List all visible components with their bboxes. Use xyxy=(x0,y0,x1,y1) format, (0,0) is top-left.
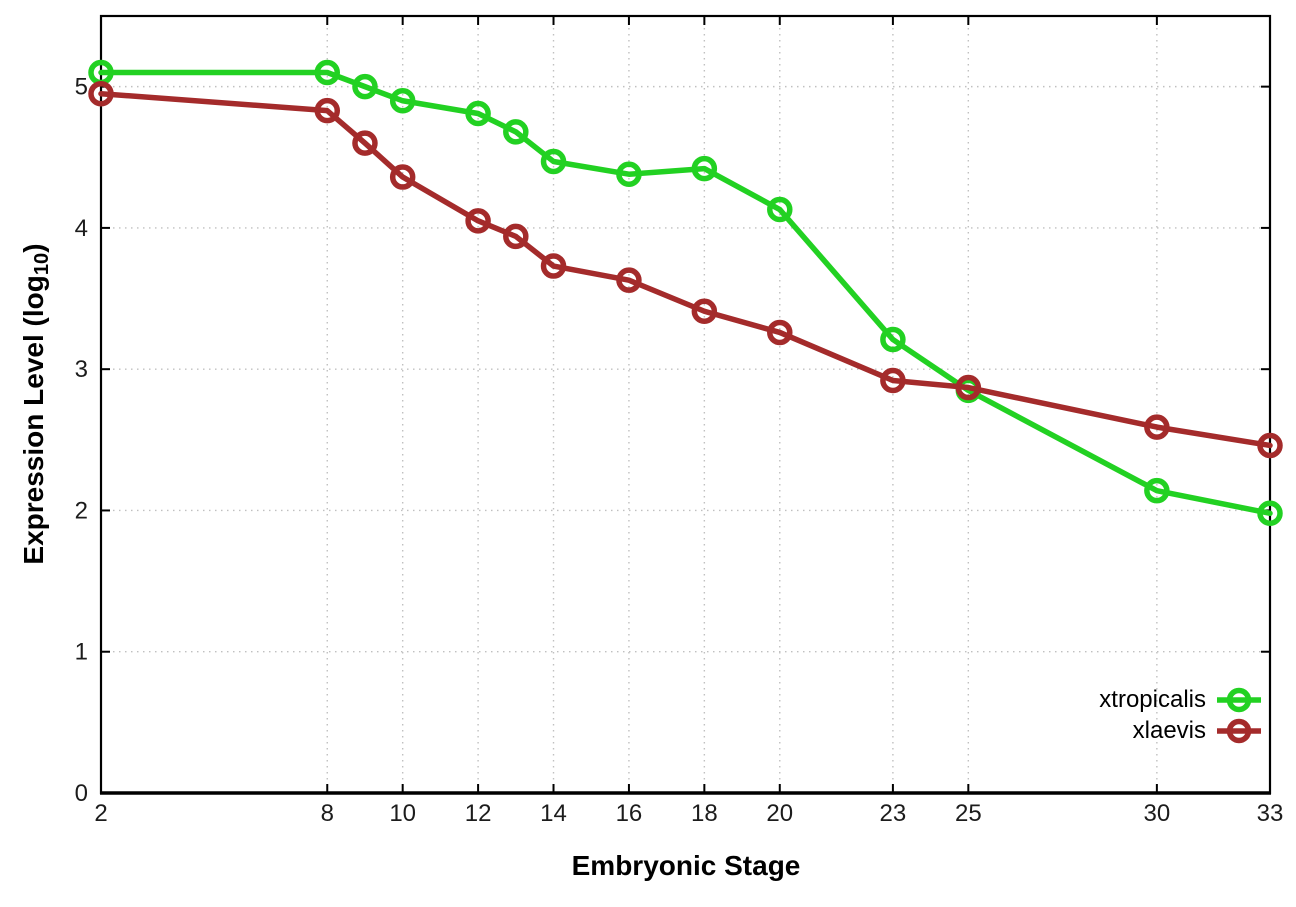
plot-border xyxy=(99,14,1272,795)
data-point-xlaevis xyxy=(314,97,341,124)
x-tick-label: 12 xyxy=(465,800,492,827)
x-tick-label: 33 xyxy=(1257,800,1284,827)
data-point-xlaevis xyxy=(880,367,906,394)
data-point-xlaevis xyxy=(955,374,982,401)
x-tick-label: 23 xyxy=(880,800,907,827)
series-line-xlaevis xyxy=(98,90,1273,449)
y-axis-title-suffix: ) xyxy=(17,243,49,253)
y-axis-title-subscript: 10 xyxy=(31,252,54,276)
data-point-xlaevis xyxy=(1257,432,1283,459)
series-line-xtropicalis xyxy=(98,69,1273,517)
x-tick-label: 8 xyxy=(321,800,334,827)
data-point-xlaevis xyxy=(352,130,378,156)
data-point-xtropicalis xyxy=(691,155,718,182)
data-point-xlaevis xyxy=(540,253,567,279)
data-point-xtropicalis xyxy=(616,161,642,187)
x-tick-label: 16 xyxy=(616,800,643,827)
data-point-xlaevis xyxy=(503,223,529,250)
legend-marker-xlaevis-icon xyxy=(1217,718,1261,743)
x-tick-label: 30 xyxy=(1144,800,1171,827)
data-point-xtropicalis xyxy=(540,148,567,175)
x-axis-title: Embryonic Stage xyxy=(571,850,801,881)
y-axis-title: Expression Level (log10) xyxy=(18,243,54,564)
data-point-xlaevis xyxy=(1144,414,1170,440)
y-tick-label: 2 xyxy=(75,497,88,524)
data-point-xtropicalis xyxy=(767,196,793,223)
x-tick-label: 10 xyxy=(389,800,416,827)
x-tick-label: 14 xyxy=(540,800,567,827)
legend-row-xtropicalis: xtropicalis xyxy=(1099,684,1262,715)
data-point-xlaevis xyxy=(465,208,491,234)
data-point-xlaevis xyxy=(767,319,793,346)
data-point-xtropicalis xyxy=(880,326,906,353)
y-tick-label: 5 xyxy=(75,74,88,101)
y-tick-label: 1 xyxy=(75,639,88,666)
data-point-xlaevis xyxy=(691,298,718,325)
data-point-xtropicalis xyxy=(1257,500,1283,527)
data-point-xlaevis xyxy=(616,267,642,293)
data-point-xtropicalis xyxy=(314,59,341,86)
y-axis-title-prefix: Expression Level (log xyxy=(17,275,49,565)
legend-label-xtropicalis: xtropicalis xyxy=(1099,685,1206,713)
x-tick-label: 25 xyxy=(955,800,982,827)
x-tick-label: 2 xyxy=(94,800,107,827)
data-point-xtropicalis xyxy=(503,119,529,145)
x-tick-label: 20 xyxy=(766,800,793,827)
data-point-xlaevis xyxy=(88,80,114,107)
x-tick-label: 18 xyxy=(691,800,718,827)
y-tick-label: 3 xyxy=(75,356,88,383)
legend-row-xlaevis: xlaevis xyxy=(1099,715,1262,746)
y-tick-label: 4 xyxy=(75,215,88,242)
data-point-xtropicalis xyxy=(465,100,491,127)
data-point-xtropicalis xyxy=(352,73,378,100)
data-point-xlaevis xyxy=(389,164,416,190)
data-point-xtropicalis xyxy=(1144,477,1170,504)
legend: xtropicalis xlaevis xyxy=(1099,684,1262,746)
y-tick-label: 0 xyxy=(75,780,88,807)
data-point-xtropicalis xyxy=(389,88,416,114)
legend-marker-xtropicalis-icon xyxy=(1217,687,1261,712)
legend-label-xlaevis: xlaevis xyxy=(1132,716,1206,744)
